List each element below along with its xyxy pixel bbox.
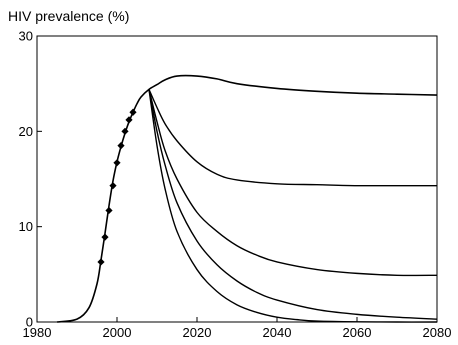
observed-markers	[97, 108, 137, 266]
series-line-1	[56, 74, 438, 323]
observed-point	[105, 206, 113, 215]
observed-point	[109, 182, 117, 190]
observed-point	[97, 258, 105, 266]
series-lines	[56, 74, 438, 323]
x-tick-label: 2020	[183, 325, 212, 340]
observed-point	[125, 116, 133, 124]
observed-point	[101, 233, 109, 241]
observed-point	[113, 159, 121, 167]
y-tick-label: 30	[19, 29, 33, 44]
observed-point	[129, 108, 137, 116]
y-tick-label: 10	[19, 219, 33, 234]
y-tick-label: 20	[19, 124, 33, 139]
observed-point	[117, 142, 125, 150]
chart-title: HIV prevalence (%)	[8, 8, 130, 24]
axes: 1980 2000 2020 2040 2060 2080 0 10 20 30	[19, 29, 452, 341]
plot-frame	[36, 35, 438, 323]
series-line-2	[148, 89, 437, 187]
series-line-4	[148, 89, 438, 320]
x-tick-label: 1980	[23, 325, 52, 340]
observed-point	[121, 127, 129, 135]
x-tick-label: 2080	[423, 325, 452, 340]
x-tick-label: 2060	[343, 325, 372, 340]
x-tick-label: 2000	[103, 325, 132, 340]
y-tick-label: 0	[26, 315, 33, 330]
series-line-3	[148, 89, 438, 277]
x-tick-label: 2040	[263, 325, 292, 340]
